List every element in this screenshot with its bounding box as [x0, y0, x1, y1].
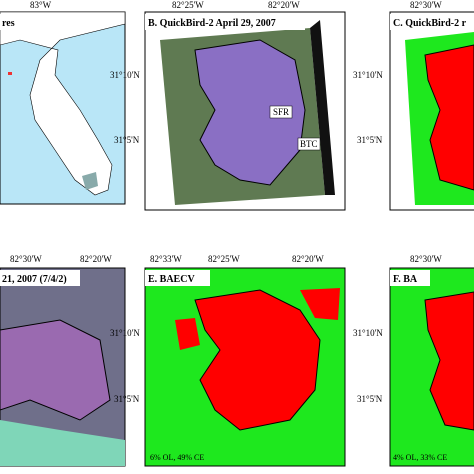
panel-f: F. BA 82°30'W 31°10'N 31°5'N 4% OL, 33% … — [353, 254, 474, 467]
land — [0, 11, 126, 196]
imagery-edge — [310, 20, 335, 195]
lat-label: 31°5'N — [114, 135, 140, 145]
lat-label: 31°10'N — [353, 328, 383, 338]
panel-title: B. QuickBird-2 April 29, 2007 — [148, 18, 276, 29]
panel-title: 21, 2007 (7/4/2) — [2, 274, 67, 285]
lon-label: 82°30'W — [410, 254, 442, 264]
lat-label: 31°5'N — [114, 394, 140, 404]
lake — [82, 172, 98, 190]
label-box — [297, 137, 321, 151]
annotation: SFR — [273, 107, 289, 117]
panel-e: E. BAECV 82°33'W 82°25'W 82°20'W 31°10'N… — [110, 254, 346, 467]
lon-label: 82°20'W — [292, 254, 324, 264]
burned — [194, 289, 321, 431]
lon-label: 82°30'W — [10, 254, 42, 264]
lon-label: 82°25'W — [172, 0, 204, 10]
lon-label: 82°20'W — [268, 0, 300, 10]
title-box — [145, 270, 210, 286]
panel-b: B. QuickBird-2 April 29, 2007 82°25'W 82… — [110, 0, 346, 211]
lat-label: 31°10'N — [110, 328, 140, 338]
lat-label: 31°10'N — [353, 70, 383, 80]
burn-area — [194, 39, 306, 186]
fire-location — [8, 72, 12, 75]
imagery-cyan — [0, 420, 125, 466]
lat-label: 31°5'N — [357, 135, 383, 145]
burned — [424, 44, 474, 191]
lon-label: 83°W — [30, 0, 52, 10]
lat-label: 31°10'N — [110, 70, 140, 80]
lon-label: 82°20'W — [80, 254, 112, 264]
title-box — [0, 14, 40, 30]
annotation: BTC — [300, 139, 318, 149]
label-box — [269, 105, 293, 119]
title-box — [390, 270, 430, 286]
lon-label: 82°25'W — [208, 254, 240, 264]
lat-label: 31°5'N — [357, 394, 383, 404]
burned — [175, 288, 340, 350]
lon-label: 82°30'W — [410, 0, 442, 10]
title-box — [0, 270, 80, 286]
title-box — [145, 14, 305, 30]
annotation: 4% OL, 33% CE — [393, 453, 447, 462]
panel-title: E. BAECV — [148, 274, 195, 285]
panel-a: res 83°W — [0, 0, 126, 205]
lon-label: 82°33'W — [150, 254, 182, 264]
panel-title: F. BA — [393, 274, 418, 285]
burned — [424, 291, 474, 431]
burn-area — [0, 319, 111, 421]
panel-title: C. QuickBird-2 r — [393, 18, 467, 29]
annotation: 6% OL, 49% CE — [150, 453, 204, 462]
title-box — [390, 14, 474, 30]
panel-c: C. QuickBird-2 r 82°30'W 31°10'N 31°5'N — [353, 0, 474, 211]
panel-d: 21, 2007 (7/4/2) 82°30'W 82°20'W — [0, 254, 126, 467]
panel-title: res — [2, 18, 15, 29]
